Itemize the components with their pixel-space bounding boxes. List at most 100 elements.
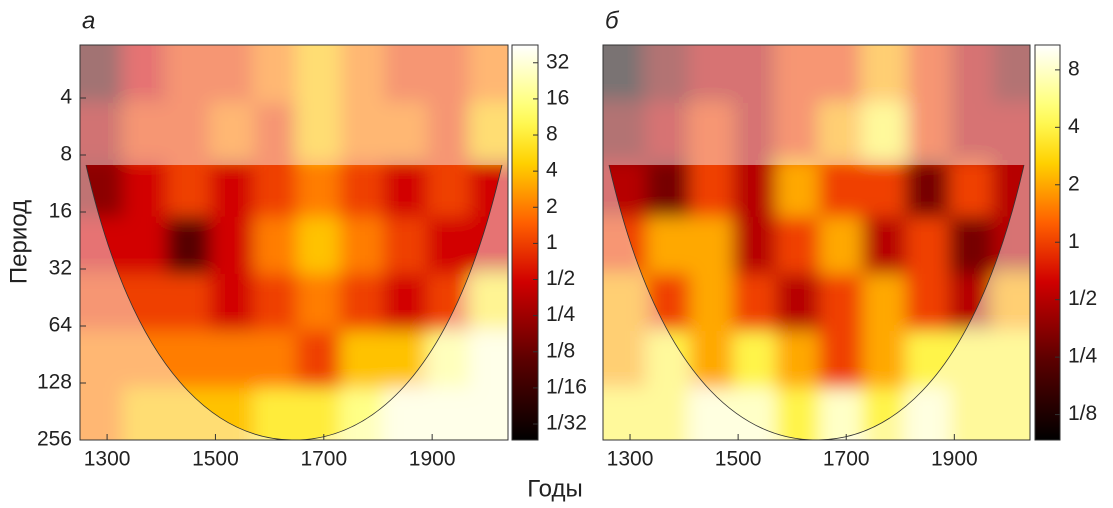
heat-cell [383,330,428,389]
coi-line [85,164,503,440]
heat-cell [123,102,168,161]
heat-cell [470,45,508,104]
heatmap [603,45,1030,440]
heat-cell [383,216,428,275]
colorbar-tick-label: 1/4 [1068,345,1098,368]
heat-cell [80,45,124,104]
y-tick-label: 16 [49,200,72,223]
y-tick-label: 32 [49,257,72,280]
heatmap-cells [80,45,508,440]
heat-cell [123,387,168,440]
heat-cell [166,387,211,440]
heat-cell [166,273,211,332]
heat-cell [426,387,471,440]
colorbar-tick-label: 1/2 [1068,287,1097,310]
heat-cell [862,45,907,104]
heat-cell [862,273,907,332]
heat-cell [862,330,907,389]
heat-cell [775,273,820,332]
heat-cell [948,216,993,275]
heat-cell [948,273,993,332]
heat-cell [819,387,863,440]
colorbar-tick-label: 1 [546,231,558,254]
colorbar-tick-label: 1 [1068,230,1080,253]
heat-cell [210,102,254,161]
heat-cell [905,216,950,275]
x-tick-label: 1300 [607,448,654,471]
heat-cell [689,159,734,218]
heat-cell [732,273,777,332]
heat-cell [166,216,211,275]
heat-cell [470,102,508,161]
heat-cell [905,102,950,161]
heat-cell [383,387,428,440]
heat-cell [253,159,298,218]
heat-cell [253,387,298,440]
heat-cell [689,216,734,275]
heat-cell [383,273,428,332]
heat-cell [905,330,950,389]
heatmap-cells [603,45,1030,440]
x-tick-label: 1900 [931,448,978,471]
colorbar-tick-label: 1/8 [546,339,575,362]
heat-cell [603,273,647,332]
heat-cell [646,330,690,389]
heat-cell [819,102,863,161]
heat-cell [210,159,254,218]
heat-cell [689,273,734,332]
coi-line [608,164,1025,440]
heat-cell [210,216,254,275]
heat-cell [689,330,734,389]
heat-cell [296,102,341,161]
colorbar-tick-label: 8 [1068,57,1080,80]
colorbar-tick-label: 4 [546,159,558,182]
heat-cell [426,159,471,218]
heat-cell [340,45,384,104]
heat-cell [992,273,1030,332]
colorbar-tick-label: 1/8 [1068,402,1097,425]
heat-cell [732,330,777,389]
heat-cell [470,330,508,389]
colorbar-tick-label: 16 [546,86,569,109]
colorbar-tick-label: 1/32 [546,412,587,435]
coi-shade [80,45,508,440]
heat-cell [689,45,734,104]
heat-cell [948,387,993,440]
heat-cell [123,45,168,104]
heat-cell [470,216,508,275]
heat-cell [948,159,993,218]
heat-cell [646,102,690,161]
heat-cell [819,216,863,275]
heat-cell [296,216,341,275]
colorbar-tick-label: 32 [546,50,569,73]
heat-cell [296,159,341,218]
colorbar-tick-label: 1/16 [546,375,587,398]
heat-cell [470,387,508,440]
plot-frame [79,44,509,441]
y-tick-label: 4 [60,86,72,109]
heat-cell [166,102,211,161]
heat-cell [296,273,341,332]
y-tick-label: 128 [37,371,72,394]
heat-cell [340,387,384,440]
heat-cell [603,102,647,161]
heat-cell [426,216,471,275]
x-tick-label: 1500 [192,448,239,471]
colorbar-tick-label: 4 [1068,115,1080,138]
heat-cell [819,330,863,389]
heat-cell [123,216,168,275]
heat-cell [646,387,690,440]
heat-cell [253,216,298,275]
heat-cell [775,216,820,275]
heat-cell [603,330,647,389]
heat-cell [775,102,820,161]
heat-cell [819,273,863,332]
heat-cell [732,216,777,275]
heat-cell [775,330,820,389]
colorbar-tick-label: 1/2 [546,267,575,290]
heat-cell [340,273,384,332]
plot-frame [602,44,1031,441]
heat-cell [862,159,907,218]
heat-cell [296,45,341,104]
heat-cell [383,45,428,104]
